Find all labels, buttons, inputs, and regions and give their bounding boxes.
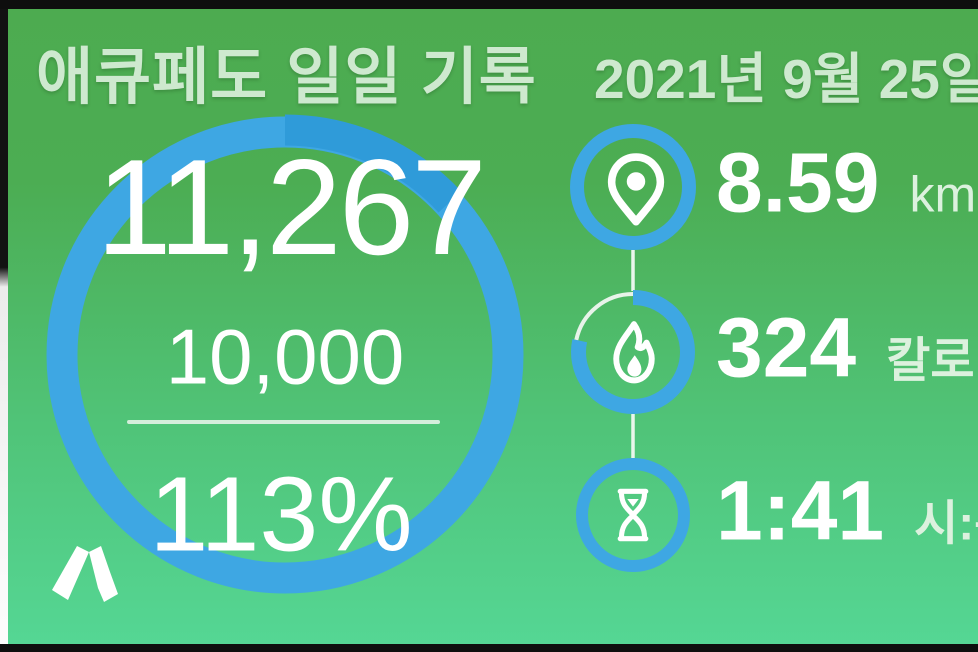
steps-count: 11,267 <box>96 131 487 283</box>
calories-ring-arc <box>571 290 695 414</box>
calories-progress-ring <box>571 290 695 414</box>
duration-metric: 1:41 시:분 <box>716 463 978 560</box>
calories-value: 324 <box>716 300 857 395</box>
hourglass-icon <box>617 488 649 542</box>
page-title: 애큐페도 일일 기록 <box>36 43 537 112</box>
distance-metric: 8.59 km <box>716 135 976 232</box>
distance-unit: km <box>909 166 977 223</box>
flame-icon <box>613 321 655 384</box>
bottom-edge-bar <box>0 644 978 652</box>
steps-goal: 10,000 <box>165 312 405 401</box>
calories-metric: 324 칼로리 <box>716 300 978 397</box>
duration-progress-ring <box>576 458 690 572</box>
calories-unit: 칼로리 <box>886 334 978 388</box>
duration-unit: 시:분 <box>914 497 978 551</box>
steps-ring-overflow-arc <box>44 114 526 596</box>
distance-progress-ring <box>570 124 696 250</box>
duration-value: 1:41 <box>716 463 885 558</box>
steps-progress-ring <box>44 114 526 596</box>
distance-value: 8.59 <box>716 135 880 230</box>
location-pin-icon <box>607 153 665 226</box>
record-date: 2021년 9월 25일 <box>594 48 978 110</box>
accupedo-logo <box>52 546 118 602</box>
goal-percent-divider <box>127 420 440 424</box>
top-edge-bar <box>0 0 978 9</box>
goal-percent: 113% <box>149 455 413 574</box>
left-edge-strip <box>0 0 8 652</box>
